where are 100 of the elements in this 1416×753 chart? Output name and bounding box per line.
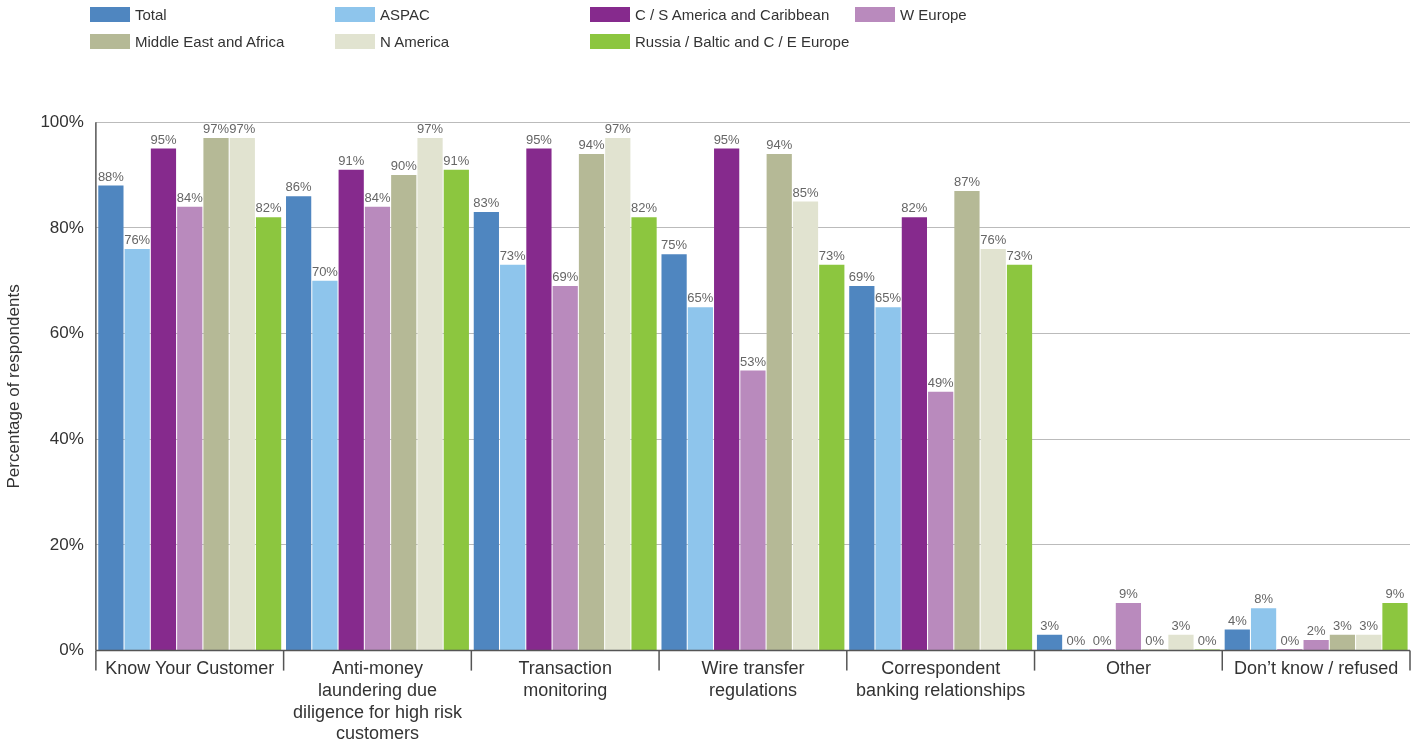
legend-label: ASPAC [380, 6, 430, 23]
data-label: 97% [229, 121, 256, 137]
x-tick-label: Other [1105, 658, 1151, 679]
data-label: 8% [1254, 591, 1274, 607]
bar [255, 217, 282, 651]
bar [901, 217, 927, 651]
data-label: 91% [338, 152, 365, 168]
data-label: 94% [578, 136, 605, 152]
bar [875, 307, 901, 651]
bar [443, 169, 469, 651]
bar [1036, 634, 1063, 651]
data-label: 97% [203, 121, 230, 137]
y-axis-title: Percentage of respondents [3, 284, 23, 489]
data-label: 76% [124, 232, 151, 248]
bar [391, 175, 417, 651]
data-label: 82% [901, 200, 928, 216]
bar [473, 212, 499, 651]
data-label: 87% [953, 173, 981, 189]
bar [954, 190, 980, 651]
data-label: 73% [499, 247, 527, 263]
data-label: 0% [1066, 632, 1086, 648]
bar [687, 307, 713, 651]
bar [312, 280, 338, 651]
bar [661, 254, 687, 651]
data-label: 3% [1171, 617, 1191, 633]
data-label: 82% [255, 200, 283, 216]
data-label: 65% [687, 290, 714, 306]
legend-label: C / S America and Caribbean [635, 6, 830, 23]
x-tick-label: Anti-money laundering due diligence for high risk customers [292, 658, 464, 744]
bar [766, 153, 792, 651]
bar [150, 148, 177, 651]
bar [578, 153, 605, 651]
bar [1250, 608, 1277, 651]
bar [364, 206, 391, 651]
data-label: 70% [311, 263, 339, 279]
y-tick-label: 80% [49, 217, 84, 237]
bar [819, 264, 845, 651]
data-label: 73% [1006, 247, 1033, 263]
data-label: 53% [739, 353, 767, 369]
data-label: 88% [97, 168, 125, 184]
y-tick-label: 40% [49, 428, 84, 448]
data-label: 82% [631, 200, 658, 216]
data-label: 94% [766, 136, 793, 152]
bar [500, 264, 526, 651]
data-label: 3% [1359, 617, 1379, 633]
bar [552, 286, 578, 651]
bar [124, 249, 150, 651]
data-label: 3% [1040, 617, 1060, 633]
data-label: 84% [364, 189, 391, 205]
data-label: 0% [1197, 632, 1218, 648]
bar [740, 370, 766, 651]
data-label: 2% [1306, 623, 1326, 639]
data-label: 91% [443, 152, 470, 168]
bar [1006, 264, 1033, 651]
bar [1382, 603, 1408, 651]
data-label: 69% [552, 269, 579, 285]
x-tick-label: Transaction monitoring [518, 658, 612, 700]
x-tick-label: Don’t know / refused [1234, 658, 1399, 679]
legend-label: Middle East and Africa [135, 33, 285, 50]
data-label: 49% [927, 374, 955, 390]
bar [605, 138, 631, 651]
data-label: 95% [525, 131, 553, 147]
data-label: 95% [713, 131, 741, 147]
bar [417, 138, 443, 651]
y-tick-label: 60% [49, 323, 84, 343]
bar [1168, 634, 1194, 651]
data-label: 97% [417, 121, 444, 137]
data-label: 0% [1092, 632, 1112, 648]
bar [980, 249, 1006, 651]
bar [1224, 629, 1250, 651]
data-label: 9% [1119, 586, 1139, 602]
bar [1356, 634, 1382, 651]
bar [928, 391, 954, 651]
data-label: 90% [390, 158, 418, 174]
data-label: 76% [980, 232, 1007, 248]
data-label: 75% [661, 237, 688, 253]
data-label: 73% [818, 247, 846, 263]
data-label: 85% [792, 184, 819, 200]
legend-label: W Europe [900, 6, 967, 23]
y-tick-label: 20% [49, 534, 84, 554]
data-label: 0% [1145, 632, 1165, 648]
bar [1303, 640, 1329, 651]
data-label: 4% [1227, 612, 1248, 628]
data-label: 97% [604, 121, 632, 137]
legend-label: Russia / Baltic and C / E Europe [635, 33, 850, 50]
bar [203, 138, 229, 651]
y-tick-label: 100% [40, 111, 84, 131]
bar [177, 206, 203, 651]
x-tick-label: Wire transfer regulations [701, 658, 805, 700]
bar [849, 286, 875, 651]
bar [338, 169, 364, 651]
data-label: 95% [150, 131, 177, 147]
data-label: 9% [1385, 586, 1405, 602]
bar [792, 201, 819, 651]
data-label: 86% [285, 179, 313, 195]
data-label: 69% [848, 269, 876, 285]
bar [1115, 603, 1142, 651]
x-tick-label: Correspondent banking relationships [856, 658, 1026, 700]
data-label: 84% [176, 189, 204, 205]
data-label: 0% [1280, 632, 1300, 648]
